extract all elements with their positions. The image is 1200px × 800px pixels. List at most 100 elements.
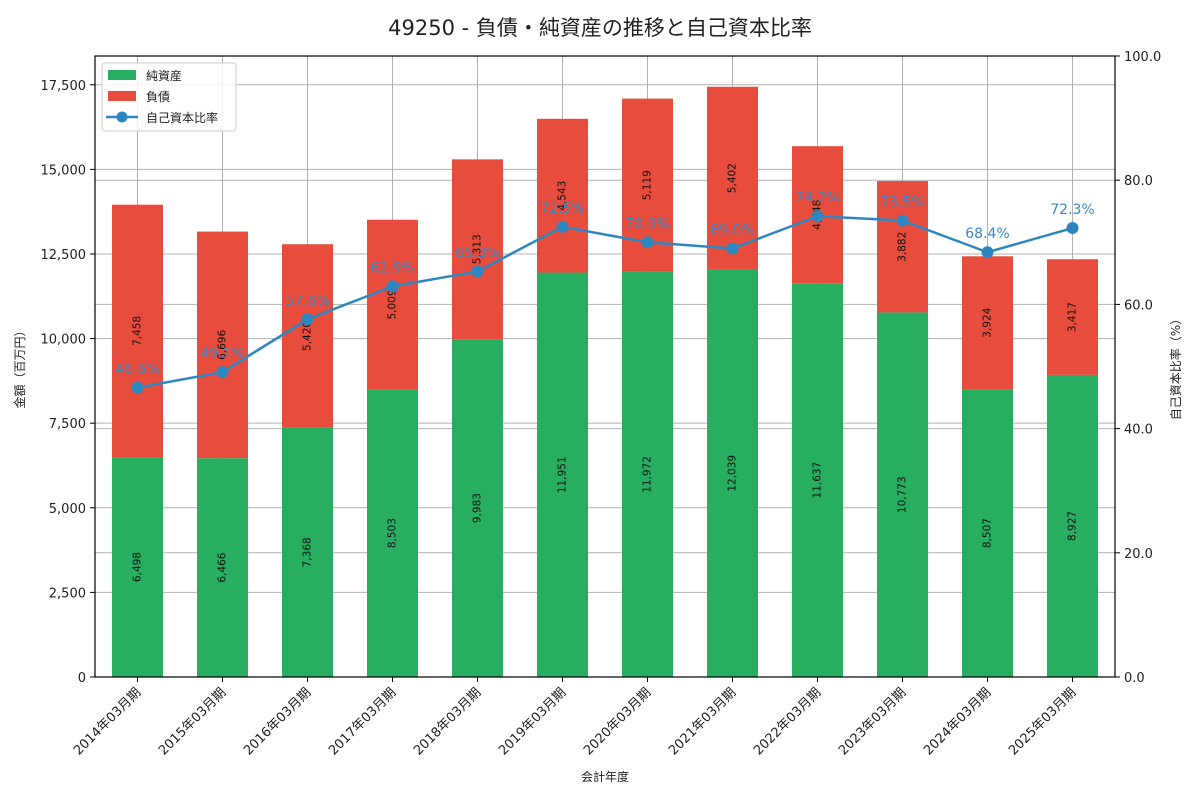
- svg-text:2023年03月期: 2023年03月期: [836, 685, 909, 758]
- bar-value-label: 5,313: [472, 234, 484, 264]
- svg-text:負債: 負債: [146, 89, 170, 104]
- bar-value-label: 11,637: [812, 462, 824, 499]
- svg-text:15,000: 15,000: [41, 163, 87, 178]
- ratio-label: 73.5%: [880, 195, 924, 211]
- line-marker: [981, 246, 994, 259]
- bar-liabilities: [537, 118, 588, 273]
- svg-text:2017年03月期: 2017年03月期: [326, 685, 399, 758]
- bar-net-assets: [112, 457, 163, 677]
- ratio-label: 68.4%: [965, 226, 1009, 242]
- line-marker: [216, 366, 229, 379]
- bar-net-assets: [367, 389, 418, 677]
- line-marker: [726, 242, 739, 255]
- svg-text:2019年03月期: 2019年03月期: [496, 685, 569, 758]
- legend-swatch-liabilities: [108, 91, 136, 101]
- line-marker: [896, 214, 909, 227]
- svg-text:0.0: 0.0: [1124, 671, 1145, 686]
- bar-value-label: 8,503: [387, 518, 399, 548]
- bar-value-label: 8,927: [1067, 511, 1079, 541]
- y-axis-right: 0.0 20.0 40.0 60.0 80.0 100.0: [1115, 50, 1161, 686]
- bar-net-assets: [197, 458, 248, 677]
- y2-axis-label: 自己資本比率（%）: [1168, 313, 1183, 420]
- svg-text:12,500: 12,500: [41, 248, 87, 263]
- bar-liabilities: [962, 256, 1013, 390]
- bars: 6,498 7,458 6,466 6,696 7,368 5,420 8,503 5,009…: [112, 86, 1098, 677]
- bar-liabilities: [112, 204, 163, 458]
- bar-liabilities: [452, 159, 503, 340]
- svg-text:2016年03月期: 2016年03月期: [241, 685, 314, 758]
- svg-text:自己資本比率: 自己資本比率: [146, 110, 218, 125]
- line-marker: [556, 220, 569, 233]
- bar-net-assets: [537, 272, 588, 677]
- bar-value-label: 7,368: [302, 537, 314, 567]
- ratio-label: 70.0%: [625, 216, 669, 232]
- bar-net-assets: [792, 283, 843, 677]
- svg-text:0: 0: [78, 671, 86, 686]
- legend-swatch-net-assets: [108, 70, 136, 80]
- svg-text:2014年03月期: 2014年03月期: [71, 685, 144, 758]
- bar-value-label: 10,773: [897, 476, 909, 513]
- bar-liabilities: [707, 86, 758, 270]
- bar-net-assets: [962, 389, 1013, 677]
- ratio-label: 72.3%: [1050, 202, 1094, 218]
- bar-value-label: 12,039: [727, 455, 739, 492]
- line-marker: [641, 236, 654, 249]
- svg-text:17,500: 17,500: [41, 79, 87, 94]
- bar-liabilities: [367, 219, 418, 390]
- svg-text:20.0: 20.0: [1124, 547, 1153, 562]
- bar-net-assets: [622, 271, 673, 677]
- bar-net-assets: [282, 427, 333, 677]
- bar-liabilities: [197, 231, 248, 459]
- svg-text:2021年03月期: 2021年03月期: [666, 685, 739, 758]
- line-marker: [131, 381, 144, 394]
- bar-value-label: 11,972: [642, 456, 654, 493]
- bar-value-label: 6,466: [217, 552, 229, 582]
- ratio-label: 72.5%: [540, 201, 584, 217]
- x-axis-label: 会計年度: [581, 769, 629, 784]
- bar-value-label: 11,951: [557, 456, 569, 493]
- svg-text:2025年03月期: 2025年03月期: [1006, 685, 1079, 758]
- bar-value-label: 3,417: [1067, 302, 1079, 332]
- svg-text:2022年03月期: 2022年03月期: [751, 685, 824, 758]
- bar-value-label: 7,458: [132, 316, 144, 346]
- ratio-label: 69.0%: [710, 223, 754, 239]
- bar-value-label: 6,498: [132, 552, 144, 582]
- ratio-label: 62.9%: [370, 260, 414, 276]
- svg-text:2018年03月期: 2018年03月期: [411, 685, 484, 758]
- bar-net-assets: [877, 312, 928, 677]
- bar-liabilities: [877, 181, 928, 313]
- bar-value-label: 5,402: [727, 163, 739, 193]
- line-marker: [811, 210, 824, 223]
- ratio-label: 46.6%: [115, 362, 159, 378]
- bar-liabilities: [1047, 259, 1098, 375]
- ratio-label: 57.6%: [285, 293, 329, 309]
- svg-text:2,500: 2,500: [49, 586, 86, 601]
- svg-text:純資産: 純資産: [146, 68, 182, 83]
- ratio-label: 65.3%: [455, 245, 499, 261]
- ratio-label: 49.1%: [200, 346, 244, 362]
- svg-text:2024年03月期: 2024年03月期: [921, 685, 994, 758]
- equity-ratio-line: 46.6% 49.1% 57.6% 62.9% 65.3% 72.5% 70.0% 69.0%…: [115, 190, 1095, 394]
- svg-text:80.0: 80.0: [1124, 174, 1153, 189]
- bar-value-label: 4,543: [557, 181, 569, 211]
- y-axis-left: 0 2,500 5,000 7,500 10,000 12,500 15,000 17,500: [41, 79, 95, 686]
- line-marker: [1066, 222, 1079, 235]
- line-marker: [301, 313, 314, 326]
- bar-value-label: 3,882: [897, 232, 909, 262]
- bar-liabilities: [282, 244, 333, 428]
- plot-frame: [94, 55, 1116, 678]
- bar-value-label: 5,119: [642, 170, 654, 200]
- svg-text:10,000: 10,000: [41, 333, 87, 348]
- chart-title: 49250 - 負債・純資産の推移と自己資本比率: [388, 16, 812, 40]
- bar-value-label: 9,983: [472, 493, 484, 523]
- y-axis-label: 金額（百万円）: [12, 324, 27, 408]
- bar-value-label: 3,924: [982, 307, 994, 337]
- ratio-label: 74.2%: [795, 190, 839, 206]
- svg-text:2015年03月期: 2015年03月期: [156, 685, 229, 758]
- bar-value-label: 5,420: [302, 321, 314, 351]
- bar-net-assets: [452, 339, 503, 677]
- svg-text:2020年03月期: 2020年03月期: [581, 685, 654, 758]
- line-marker: [471, 265, 484, 278]
